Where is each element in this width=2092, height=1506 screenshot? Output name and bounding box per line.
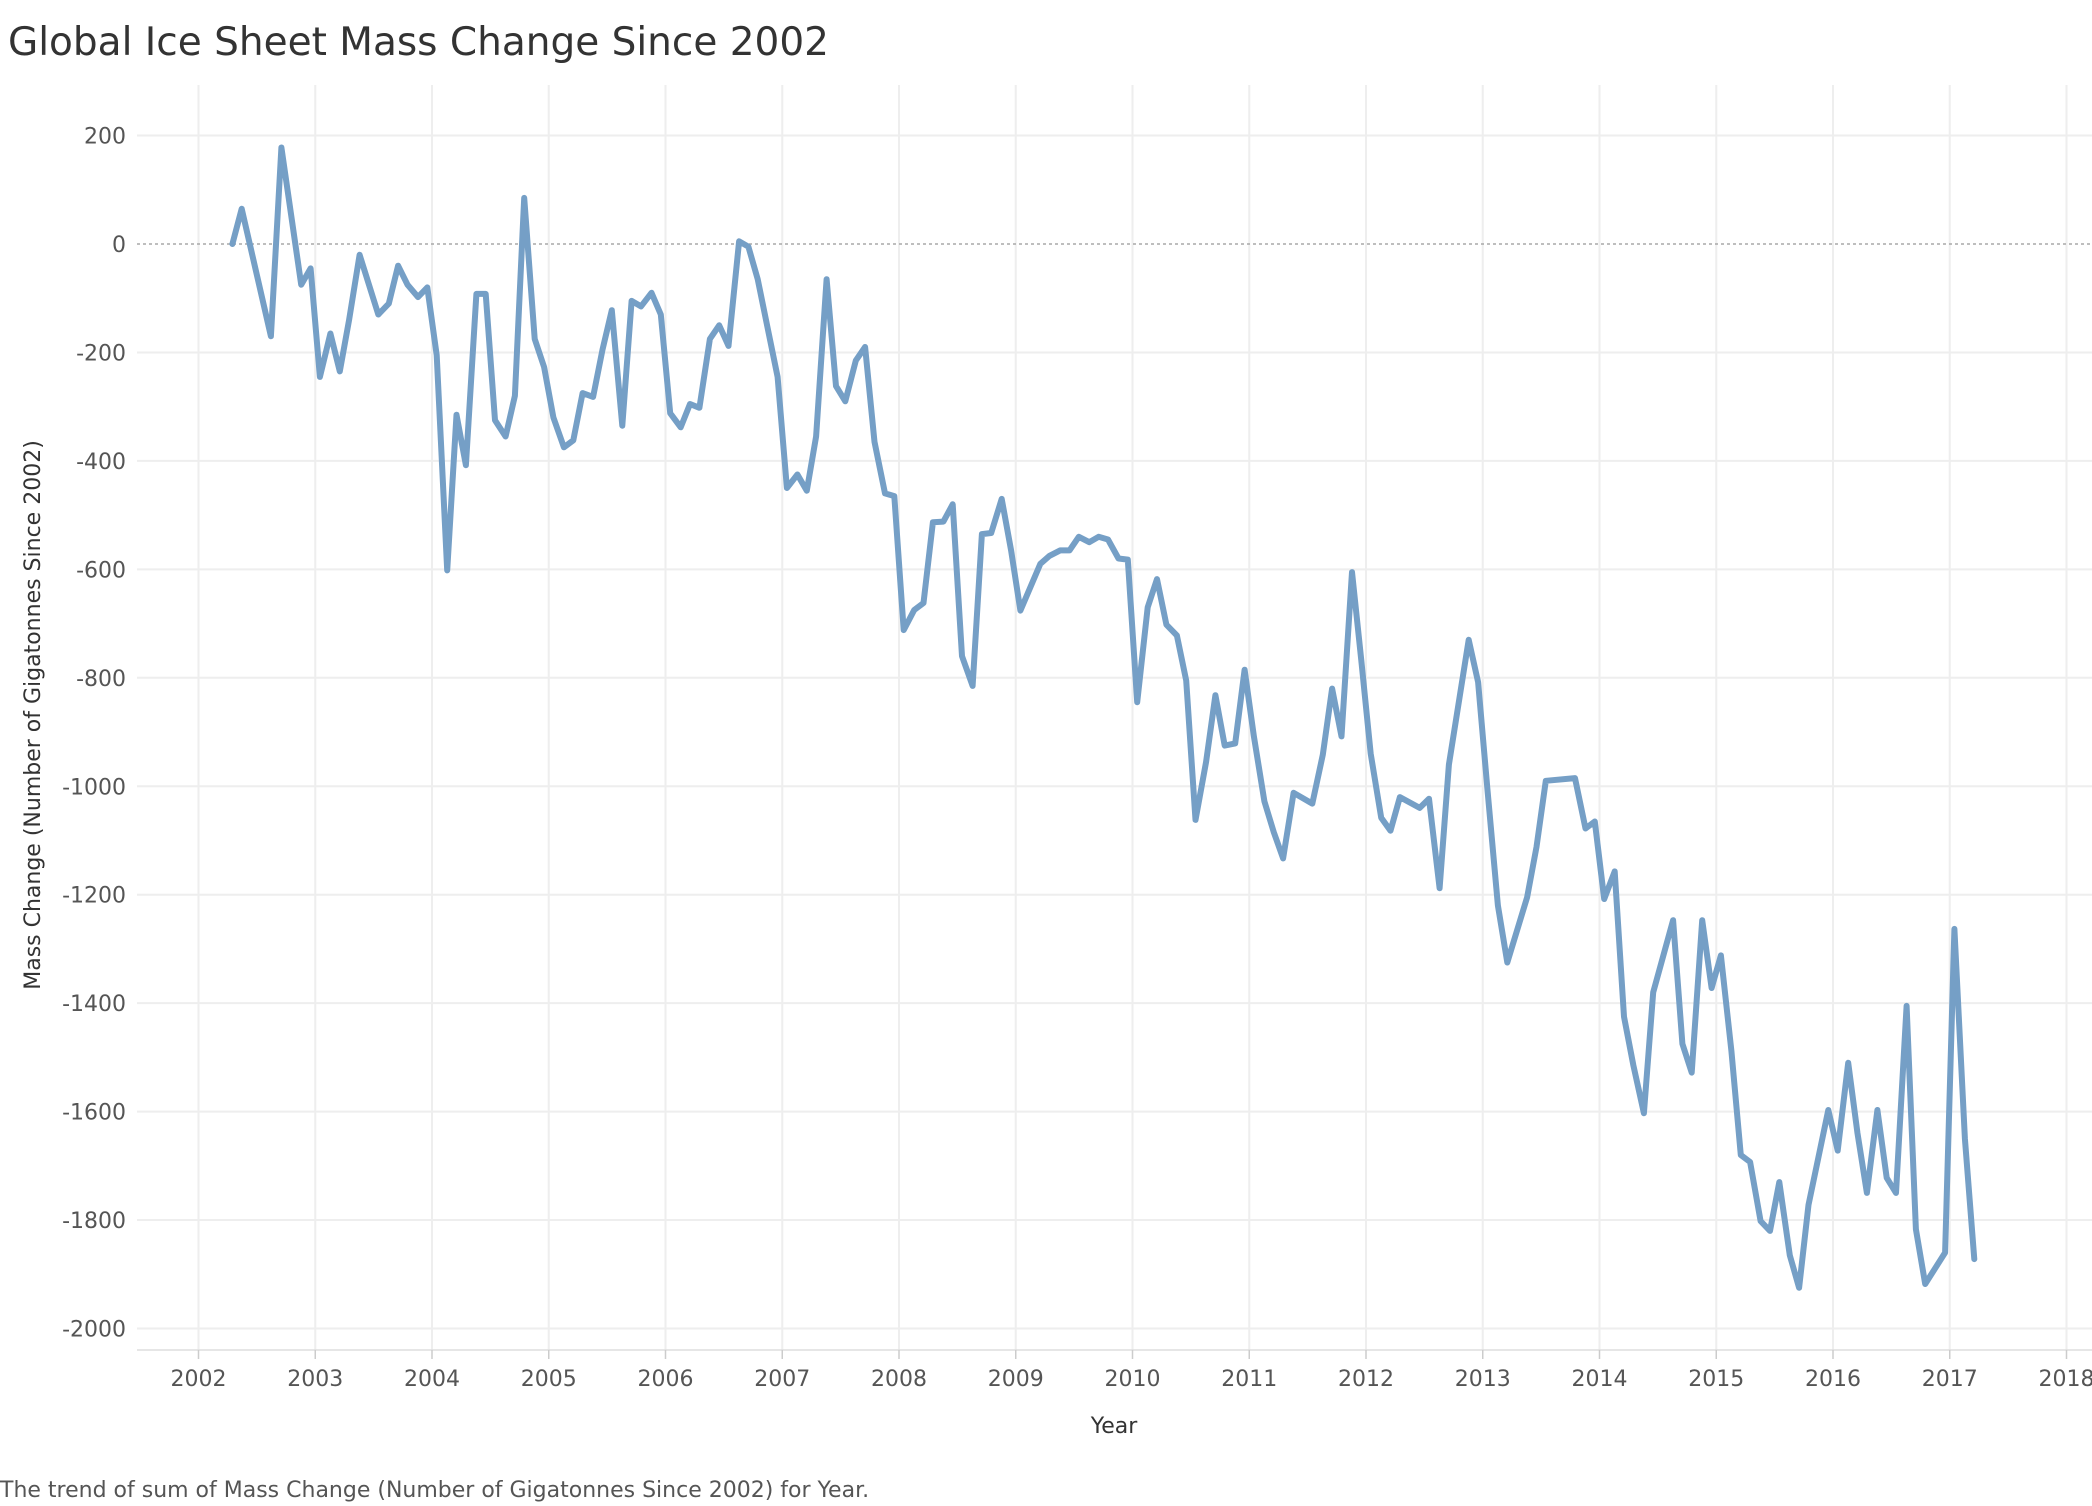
y-tick-label: -1600 [62, 1101, 126, 1126]
y-tick-label: 200 [84, 125, 126, 150]
y-tick-label: -1800 [62, 1209, 126, 1234]
x-tick-label: 2011 [1221, 1367, 1277, 1392]
series-layer [229, 0, 2013, 1291]
series-line [229, 144, 1978, 1291]
x-tick-label: 2009 [988, 1367, 1044, 1392]
x-tick-label: 2002 [171, 1367, 227, 1392]
x-tick-label: 2008 [871, 1367, 927, 1392]
y-tick-label: 0 [112, 233, 126, 258]
y-tick-label: -1000 [62, 775, 126, 800]
x-axis-ticks: 2002 2003 2004 2005 2006 2007 2008 2009 2010 2011… [171, 1350, 2092, 1392]
x-tick-label: 2010 [1105, 1367, 1161, 1392]
x-tick-label: 2012 [1338, 1367, 1394, 1392]
x-tick-label: 2004 [404, 1367, 460, 1392]
y-axis-title: Mass Change (Number of Gigatonnes Since … [21, 440, 46, 990]
x-tick-label: 2017 [1922, 1367, 1978, 1392]
chart-caption: The trend of sum of Mass Change (Number … [0, 1478, 869, 1503]
y-tick-label: -1400 [62, 992, 126, 1017]
x-tick-label: 2014 [1572, 1367, 1628, 1392]
x-tick-label: 2016 [1805, 1367, 1861, 1392]
x-tick-label: 2015 [1688, 1367, 1744, 1392]
axes [137, 243, 2092, 1351]
y-tick-label: -800 [76, 667, 126, 692]
x-tick-label: 2003 [287, 1367, 343, 1392]
x-axis-title: Year [1090, 1414, 1139, 1439]
y-tick-label: -1200 [62, 884, 126, 909]
chart-title: Global Ice Sheet Mass Change Since 2002 [8, 20, 829, 65]
y-tick-label: -600 [76, 558, 126, 583]
x-tick-label: 2005 [521, 1367, 577, 1392]
x-tick-label: 2013 [1455, 1367, 1511, 1392]
x-tick-label: 2018 [2039, 1367, 2092, 1392]
x-tick-label: 2007 [754, 1367, 810, 1392]
y-tick-label: -2000 [62, 1318, 126, 1343]
y-tick-label: -200 [76, 341, 126, 366]
x-tick-label: 2006 [638, 1367, 694, 1392]
y-axis-ticks: 200 0 -200 -400 -600 -800 -1000 -1200 -1400 -1600… [62, 125, 126, 1343]
grid-lines [137, 85, 2092, 1350]
y-tick-label: -400 [76, 450, 126, 475]
